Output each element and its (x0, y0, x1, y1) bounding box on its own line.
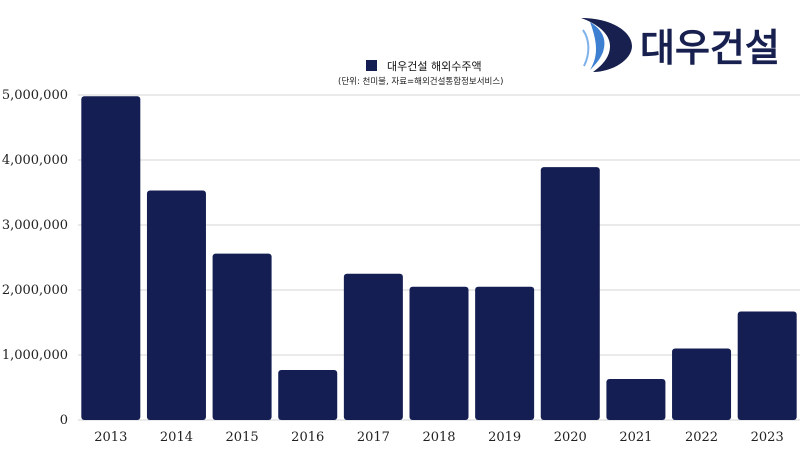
y-tick-label: 0 (60, 413, 68, 428)
x-tick-label: 2020 (554, 430, 587, 445)
x-tick-label: 2021 (619, 430, 652, 445)
bar-2019 (475, 286, 535, 420)
x-tick-label: 2015 (226, 430, 259, 445)
company-logo: 대우건설 (581, 18, 780, 72)
x-tick-label: 2017 (357, 430, 390, 445)
y-tick-label: 1,000,000 (2, 348, 68, 363)
x-tick-label: 2022 (685, 430, 718, 445)
y-axis-ticks: 0 1,000,000 2,000,000 3,000,000 4,000,000 5,0… (2, 88, 68, 428)
legend-swatch (366, 60, 377, 71)
y-tick-label: 2,000,000 (2, 283, 68, 298)
bar-2013 (81, 96, 141, 421)
bar-2017 (343, 273, 403, 420)
x-tick-label: 2023 (751, 430, 784, 445)
source-note: (단위: 천미불, 자료=해외건설통합정보서비스) (338, 76, 504, 87)
bars (81, 96, 797, 421)
bar-2016 (278, 369, 338, 420)
logo-wordmark: 대우건설 (640, 26, 780, 70)
x-tick-label: 2018 (422, 430, 455, 445)
legend-label: 대우건설 해외수주액 (387, 59, 482, 73)
y-tick-label: 5,000,000 (2, 88, 68, 103)
y-tick-label: 3,000,000 (2, 218, 68, 233)
x-tick-label: 2013 (94, 430, 127, 445)
bar-2021 (606, 379, 666, 420)
legend: 대우건설 해외수주액 (366, 59, 482, 73)
bar-2018 (409, 286, 469, 420)
bar-2020 (540, 167, 600, 420)
logo-emblem-icon (581, 18, 632, 72)
bar-2015 (212, 253, 272, 420)
bar-2023 (737, 311, 797, 420)
x-axis-ticks: 2013 2014 2015 2016 2017 2018 2019 2020 2021 2022… (94, 430, 783, 445)
x-tick-label: 2016 (291, 430, 324, 445)
x-tick-label: 2019 (488, 430, 521, 445)
bar-2014 (146, 190, 206, 420)
bar-2022 (672, 348, 732, 420)
x-tick-label: 2014 (160, 430, 193, 445)
y-tick-label: 4,000,000 (2, 153, 68, 168)
